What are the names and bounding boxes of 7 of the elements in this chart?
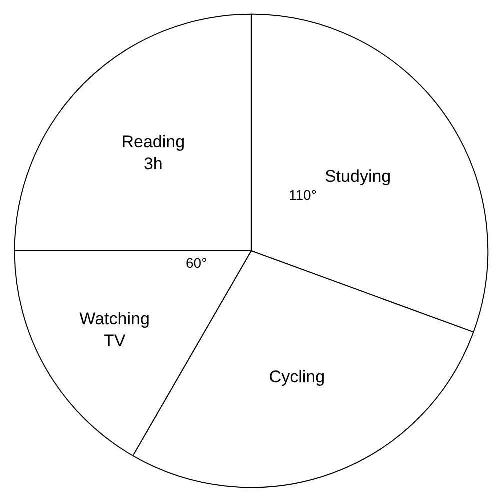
slice-label: Reading bbox=[122, 132, 186, 152]
slice-label: Studying bbox=[324, 166, 392, 186]
slice-label: Cycling bbox=[269, 368, 326, 387]
data-label: 3h bbox=[144, 154, 163, 174]
text: 110° bbox=[289, 187, 317, 203]
slice-label: Watching TV bbox=[80, 309, 150, 350]
text: 60° bbox=[186, 255, 208, 271]
